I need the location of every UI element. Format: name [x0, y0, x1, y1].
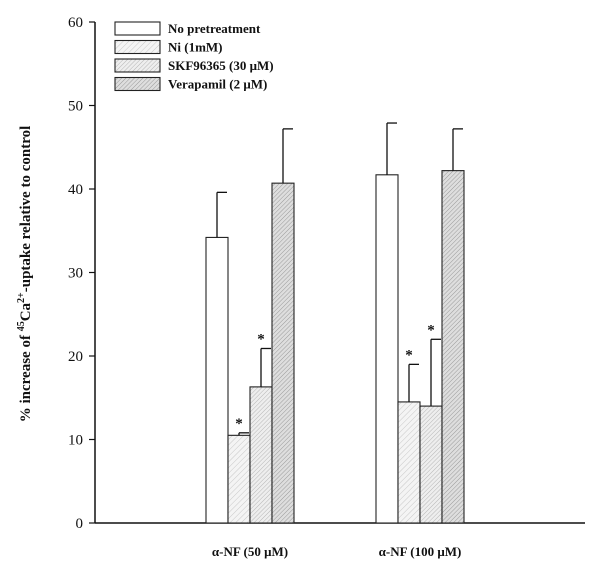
x-tick-label: α-NF (50 μM): [212, 544, 288, 559]
y-axis-title: % increase of 45Ca2+-uptake relative to …: [16, 126, 34, 423]
legend-label: No pretreatment: [168, 21, 261, 36]
y-tick-label: 30: [68, 266, 83, 282]
y-tick-label: 40: [68, 182, 83, 198]
y-ticks: 0 10 20 30 40 50 60: [68, 15, 95, 532]
x-tick-labels: α-NF (50 μM) α-NF (100 μM): [212, 544, 461, 559]
legend-swatch: [114, 39, 161, 55]
y-tick-label: 0: [76, 516, 84, 532]
bar-4-group-2: [441, 170, 465, 524]
bar-3-group-1: [249, 386, 273, 524]
significance-asterisk: *: [235, 416, 243, 432]
bar-2-group-2: [397, 401, 421, 524]
bars-group: * * * *: [205, 122, 465, 524]
bar-1-group-2: [375, 174, 399, 524]
x-tick-label: α-NF (100 μM): [379, 544, 462, 559]
bar-4-group-1: [271, 182, 295, 524]
legend-swatch: [114, 76, 161, 92]
legend-swatch: [114, 58, 161, 73]
bar-1-group-1: [205, 236, 229, 524]
bar-3-group-2: [419, 405, 443, 524]
y-tick-label: 50: [68, 99, 83, 115]
bar-2-group-1: [227, 434, 251, 524]
legend-label: Verapamil (2 μM): [168, 77, 267, 92]
legend-swatch: [114, 21, 161, 36]
y-tick-label: 20: [68, 349, 83, 365]
legend-label: Ni (1mM): [168, 40, 223, 55]
legend-label: SKF96365 (30 μM): [168, 58, 274, 73]
significance-asterisk: *: [427, 322, 435, 338]
y-tick-label: 10: [68, 433, 83, 449]
significance-asterisk: *: [405, 347, 413, 363]
legend: No pretreatment Ni (1mM) SKF96365 (30 μM) V…: [114, 21, 274, 92]
significance-asterisk: *: [257, 331, 265, 347]
y-tick-label: 60: [68, 15, 83, 31]
